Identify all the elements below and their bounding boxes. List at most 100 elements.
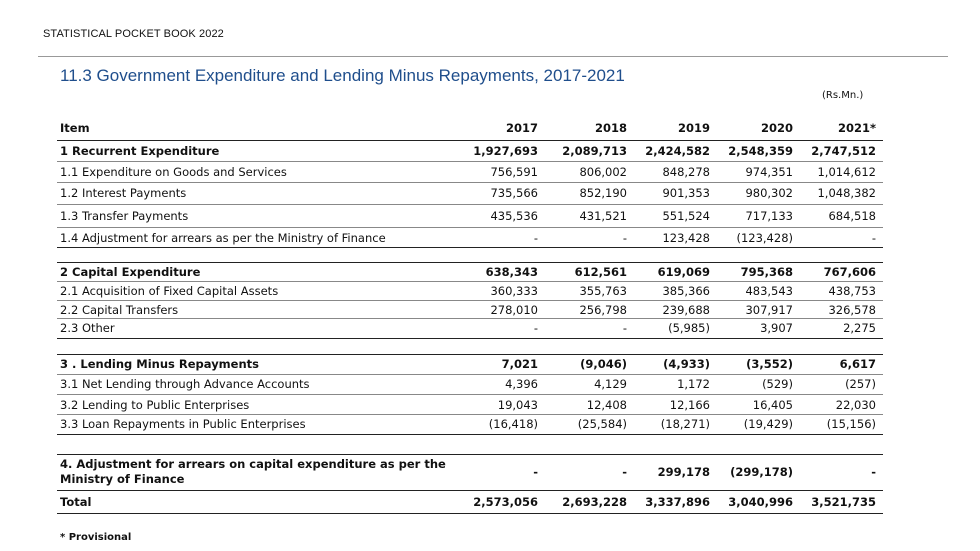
row-label: 2.3 Other	[60, 321, 115, 335]
column-header-2019: 2019	[677, 121, 710, 135]
row-label: 4. Adjustment for arrears on capital exp…	[60, 457, 446, 486]
row-label: 1.2 Interest Payments	[60, 186, 187, 200]
table-header-row: Item 2017 2018 2019 2020 2021*	[57, 118, 883, 137]
cell: 756,591	[490, 165, 538, 179]
cell: -	[622, 465, 627, 479]
table-row: 3.2 Lending to Public Enterprises 19,043…	[57, 395, 883, 414]
table-row: 2.2 Capital Transfers 278,010 256,798 23…	[57, 300, 883, 319]
cell: -	[533, 321, 538, 335]
cell: 974,351	[745, 165, 793, 179]
table-row: 1.3 Transfer Payments 435,536 431,521 55…	[57, 206, 883, 225]
table-row: 1 Recurrent Expenditure 1,927,693 2,089,…	[57, 141, 883, 160]
cell: 385,366	[662, 284, 710, 298]
document-header: STATISTICAL POCKET BOOK 2022	[43, 28, 224, 40]
cell: 360,333	[490, 284, 538, 298]
cell: -	[622, 231, 627, 245]
row-label: 3.2 Lending to Public Enterprises	[60, 398, 250, 412]
cell: 123,428	[662, 231, 710, 245]
row-divider	[57, 140, 883, 141]
section-divider	[57, 354, 883, 355]
cell: 806,002	[579, 165, 627, 179]
cell: 12,408	[586, 398, 627, 412]
table-row: 4. Adjustment for arrears on capital exp…	[57, 457, 883, 491]
row-divider	[57, 394, 883, 395]
cell: 1,172	[677, 377, 710, 391]
cell: 435,536	[490, 209, 538, 223]
cell: 483,543	[745, 284, 793, 298]
cell: 638,343	[485, 265, 538, 279]
total-row: Total 2,573,056 2,693,228 3,337,896 3,04…	[57, 492, 883, 511]
table-row: 3.3 Loan Repayments in Public Enterprise…	[57, 414, 883, 433]
cell: 2,089,713	[562, 144, 627, 158]
table-row: 1.2 Interest Payments 735,566 852,190 90…	[57, 183, 883, 202]
section-divider	[57, 262, 883, 263]
cell: (257)	[845, 377, 876, 391]
cell: (5,985)	[668, 321, 710, 335]
cell: 438,753	[828, 284, 876, 298]
cell: 12,166	[669, 398, 710, 412]
table-title: 11.3 Government Expenditure and Lending …	[60, 66, 625, 85]
column-header-2021: 2021*	[837, 121, 876, 135]
cell: 3,521,735	[811, 495, 876, 509]
row-label: 1.1 Expenditure on Goods and Services	[60, 165, 287, 179]
table-row: 1.4 Adjustment for arrears as per the Mi…	[57, 228, 883, 247]
column-header-2018: 2018	[594, 121, 627, 135]
row-divider	[57, 300, 883, 301]
cell: 795,368	[740, 265, 793, 279]
cell: 7,021	[501, 357, 538, 371]
cell: (18,271)	[660, 417, 710, 431]
cell: 3,907	[760, 321, 793, 335]
cell: (9,046)	[580, 357, 627, 371]
footnote: * Provisional	[60, 532, 132, 543]
cell: 717,133	[745, 209, 793, 223]
unit-label: (Rs.Mn.)	[822, 90, 864, 101]
row-divider	[57, 434, 883, 435]
cell: 307,917	[745, 303, 793, 317]
cell: 2,693,228	[562, 495, 627, 509]
cell: 326,578	[828, 303, 876, 317]
cell: 4,129	[594, 377, 627, 391]
cell: 619,069	[657, 265, 710, 279]
row-divider	[57, 281, 883, 282]
table-row: 2.3 Other - - (5,985) 3,907 2,275	[57, 318, 883, 337]
cell: 684,518	[828, 209, 876, 223]
cell: 551,524	[662, 209, 710, 223]
cell: 2,275	[843, 321, 876, 335]
table-row: 1.1 Expenditure on Goods and Services 75…	[57, 162, 883, 181]
header-rule	[38, 56, 948, 57]
row-divider	[57, 247, 883, 248]
cell: -	[871, 231, 876, 245]
cell: 6,617	[839, 357, 876, 371]
row-label: Total	[60, 495, 92, 509]
row-label: 2.2 Capital Transfers	[60, 303, 179, 317]
cell: 612,561	[574, 265, 627, 279]
cell: 901,353	[662, 186, 710, 200]
row-label: 1.3 Transfer Payments	[60, 209, 189, 223]
cell: (4,933)	[663, 357, 710, 371]
cell: (529)	[762, 377, 793, 391]
cell: 2,747,512	[811, 144, 876, 158]
column-header-2017: 2017	[505, 121, 538, 135]
cell: (19,429)	[743, 417, 793, 431]
cell: 16,405	[752, 398, 793, 412]
column-header-2020: 2020	[760, 121, 793, 135]
cell: 848,278	[662, 165, 710, 179]
row-divider	[57, 227, 883, 228]
cell: (123,428)	[736, 231, 793, 245]
row-label: 3.3 Loan Repayments in Public Enterprise…	[60, 417, 306, 431]
row-label: 3 . Lending Minus Repayments	[60, 357, 259, 371]
cell: 4,396	[505, 377, 538, 391]
cell: -	[871, 465, 876, 479]
cell: 239,688	[662, 303, 710, 317]
cell: 256,798	[579, 303, 627, 317]
cell: 767,606	[823, 265, 876, 279]
cell: 2,573,056	[473, 495, 538, 509]
cell: -	[533, 231, 538, 245]
cell: 1,048,382	[817, 186, 876, 200]
cell: 22,030	[835, 398, 876, 412]
table-row: 2 Capital Expenditure 638,343 612,561 61…	[57, 262, 883, 281]
cell: (16,418)	[488, 417, 538, 431]
cell: (299,178)	[730, 465, 793, 479]
cell: 355,763	[579, 284, 627, 298]
cell: 2,424,582	[645, 144, 710, 158]
